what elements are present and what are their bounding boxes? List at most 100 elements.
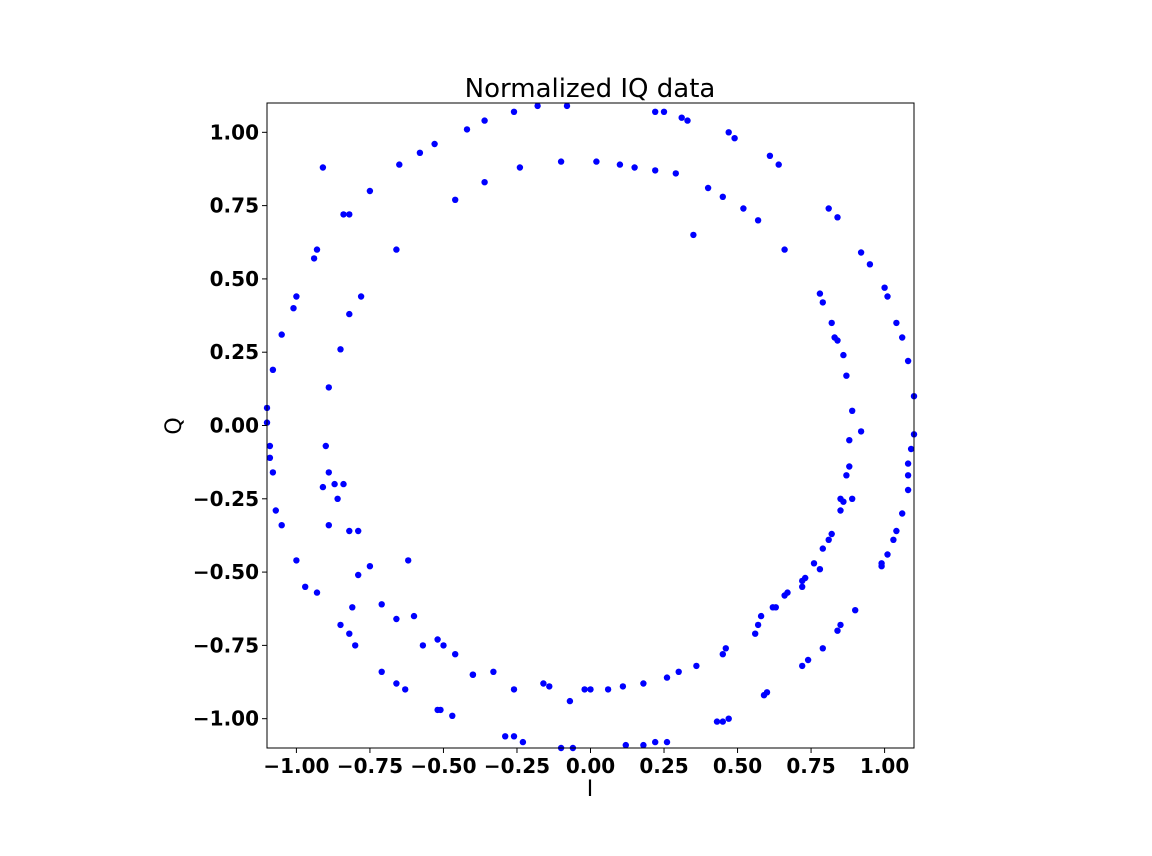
- data-point: [540, 680, 547, 687]
- data-point: [802, 574, 809, 582]
- data-point: [684, 117, 691, 124]
- data-point: [431, 140, 438, 148]
- data-point: [828, 319, 835, 327]
- data-point: [266, 454, 274, 461]
- data-point: [593, 158, 600, 165]
- x-tick-label: 0.75: [786, 754, 835, 778]
- data-point: [834, 627, 841, 634]
- data-point: [881, 284, 888, 291]
- data-point: [731, 135, 738, 142]
- data-point: [890, 536, 897, 543]
- data-point: [819, 299, 826, 306]
- data-point: [775, 161, 782, 168]
- data-point: [325, 469, 332, 476]
- data-point: [652, 738, 659, 746]
- data-point: [313, 246, 321, 253]
- chart-title: Normalized IQ data: [465, 74, 716, 104]
- data-point: [725, 715, 732, 722]
- data-point: [825, 536, 832, 543]
- data-point: [810, 560, 818, 567]
- data-point: [722, 645, 729, 652]
- data-point: [752, 630, 759, 637]
- data-point: [337, 621, 344, 629]
- data-point: [819, 645, 826, 652]
- data-point: [754, 217, 762, 224]
- data-point: [819, 545, 826, 552]
- data-point: [463, 126, 471, 133]
- data-point: [690, 231, 697, 239]
- data-point: [346, 527, 353, 535]
- data-point: [816, 290, 824, 297]
- data-point: [693, 662, 700, 670]
- data-point: [837, 507, 844, 514]
- data-point: [278, 522, 285, 529]
- data-point: [619, 683, 627, 690]
- data-point: [831, 334, 838, 341]
- data-point: [857, 249, 865, 256]
- y-axis-ticks: −1.00 −0.75 −0.50 −0.25 0.00 0.25 0.50 0.75 1.00: [193, 120, 267, 731]
- data-point: [510, 733, 518, 740]
- data-point: [393, 680, 400, 687]
- data-point: [663, 738, 671, 746]
- data-point: [907, 445, 915, 453]
- data-point: [310, 255, 318, 262]
- data-point: [766, 152, 774, 159]
- x-tick-label: 0.25: [639, 754, 688, 778]
- data-point: [340, 480, 347, 488]
- data-point: [757, 612, 765, 620]
- data-point: [319, 164, 327, 171]
- data-point: [834, 214, 841, 221]
- data-point: [799, 583, 806, 590]
- y-tick-label: 0.00: [210, 414, 259, 438]
- data-point: [840, 351, 847, 359]
- data-point: [502, 733, 509, 740]
- data-point: [325, 384, 332, 391]
- data-point: [322, 442, 329, 450]
- y-tick-label: 0.75: [210, 194, 259, 218]
- data-point: [857, 428, 865, 435]
- data-point: [663, 674, 671, 681]
- data-point: [740, 205, 747, 212]
- data-point: [904, 486, 912, 494]
- data-point: [799, 662, 806, 670]
- data-point: [904, 472, 912, 479]
- data-point: [293, 557, 300, 564]
- data-point: [352, 642, 359, 649]
- data-point: [878, 563, 885, 570]
- data-point: [899, 510, 906, 517]
- data-point: [843, 372, 850, 379]
- data-point: [290, 305, 297, 312]
- y-tick-label: −0.75: [193, 633, 259, 657]
- data-point: [772, 604, 779, 611]
- data-point: [904, 357, 912, 365]
- data-point: [660, 108, 668, 116]
- data-point: [410, 612, 418, 620]
- data-point: [846, 463, 853, 470]
- data-point: [725, 129, 732, 136]
- data-point: [893, 319, 900, 327]
- data-point: [566, 697, 574, 705]
- data-point: [846, 437, 853, 444]
- x-axis-ticks: −1.00 −0.75 −0.50 −0.25 0.00 0.25 0.50 0.75 1.00: [263, 748, 909, 778]
- x-tick-label: −1.00: [263, 754, 329, 778]
- data-point: [866, 261, 874, 268]
- data-point: [393, 246, 400, 253]
- data-point: [337, 346, 344, 353]
- data-point: [534, 102, 541, 110]
- data-point: [340, 211, 347, 218]
- data-point: [837, 495, 844, 502]
- data-point: [481, 117, 488, 124]
- data-point: [516, 164, 524, 171]
- data-point: [269, 469, 277, 476]
- data-point: [366, 187, 374, 195]
- data-point: [452, 651, 459, 658]
- y-tick-label: 1.00: [210, 120, 259, 144]
- data-point: [754, 621, 762, 629]
- data-point: [825, 205, 832, 212]
- data-point: [884, 293, 891, 300]
- data-point: [849, 407, 856, 414]
- data-point: [904, 460, 912, 467]
- y-tick-label: −1.00: [193, 707, 259, 731]
- x-tick-label: 0.50: [713, 754, 762, 778]
